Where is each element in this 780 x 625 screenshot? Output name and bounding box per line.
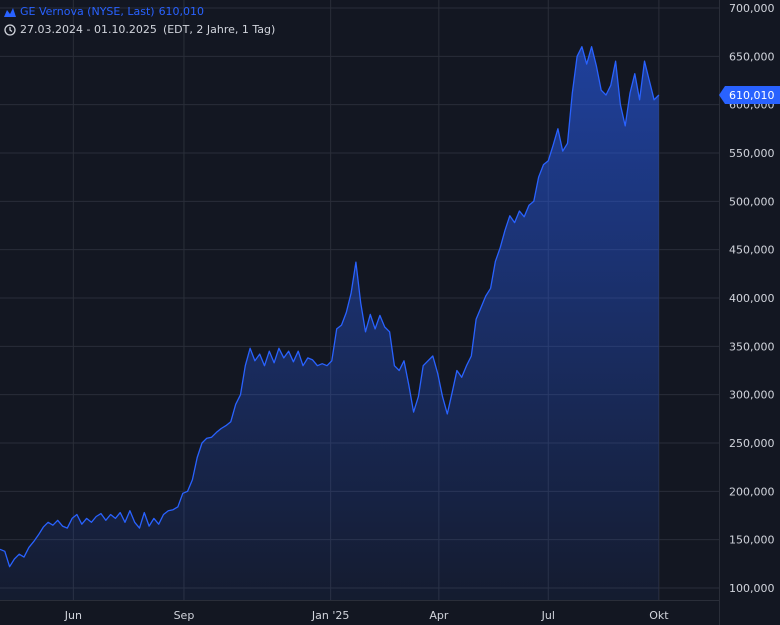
legend-range-row: 27.03.2024 - 01.10.2025 (EDT, 2 Jahre, 1…: [4, 22, 281, 37]
y-tick-label: 700,000: [729, 2, 775, 15]
y-tick-label: 100,000: [729, 582, 775, 595]
y-tick-label: 450,000: [729, 244, 775, 257]
x-tick-label: Jul: [541, 609, 555, 622]
legend-date-range: 27.03.2024 - 01.10.2025: [20, 23, 157, 36]
y-tick-label: 300,000: [729, 389, 775, 402]
y-tick-label: 550,000: [729, 147, 775, 160]
y-tick-label: 400,000: [729, 292, 775, 305]
last-price-badge-bg: [719, 85, 780, 104]
x-tick-label: Sep: [174, 609, 195, 622]
legend-info: (EDT, 2 Jahre, 1 Tag): [162, 23, 276, 36]
y-tick-label: 350,000: [729, 340, 775, 353]
mountain-chart-icon: [4, 7, 16, 17]
legend-instrument-row[interactable]: GE Vernova (NYSE, Last) 610,010: [4, 4, 281, 19]
x-tick-label: Jun: [64, 609, 82, 622]
y-tick-label: 650,000: [729, 50, 775, 63]
price-series: [0, 46, 660, 600]
y-tick-label: 250,000: [729, 437, 775, 450]
legend-instrument-name: GE Vernova (NYSE, Last): [20, 5, 155, 18]
x-axis: Jun Sep Jan '25 Apr Jul Okt: [64, 609, 669, 622]
y-axis: 100,000 150,000 200,000 250,000 300,000 350,0…: [729, 2, 775, 595]
chart-legend: GE Vernova (NYSE, Last) 610,010 27.03.20…: [4, 4, 281, 37]
last-price-badge: 610,010: [719, 85, 780, 104]
x-tick-label: Jan '25: [311, 609, 349, 622]
price-line: [0, 46, 660, 568]
x-tick-label: Apr: [429, 609, 449, 622]
price-area-fill: [0, 46, 659, 600]
x-tick-label: Okt: [649, 609, 669, 622]
clock-icon: [4, 23, 16, 36]
legend-last-value: 610,010: [158, 5, 205, 18]
last-price-label: 610,010: [729, 89, 775, 102]
y-tick-label: 150,000: [729, 534, 775, 547]
y-tick-label: 200,000: [729, 485, 775, 498]
y-tick-label: 500,000: [729, 195, 775, 208]
